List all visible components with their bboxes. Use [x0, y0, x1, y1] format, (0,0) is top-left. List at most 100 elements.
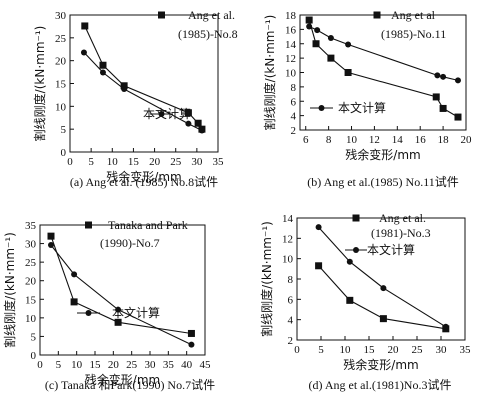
x-tick-label: 0: [67, 156, 73, 168]
y-tick-label: 15: [25, 294, 37, 306]
y-tick-label: 25: [55, 33, 67, 45]
data-point: [71, 271, 78, 278]
data-point: [314, 27, 321, 34]
x-tick-label: 35: [460, 344, 472, 356]
legend-marker-square: [85, 221, 92, 229]
data-point: [188, 341, 195, 348]
data-point: [47, 232, 55, 240]
chart-caption: (d) Ang et al.(1981)No.3试件: [309, 377, 452, 392]
data-point: [115, 306, 122, 313]
legend-text: (1985)-No.8: [178, 27, 238, 41]
y-tick-label: 10: [55, 101, 67, 113]
data-point: [440, 73, 447, 80]
x-tick-label: 30: [145, 359, 157, 371]
legend-text: 本文计算: [367, 242, 415, 257]
x-tick-label: 20: [388, 344, 400, 356]
y-tick-label: 0: [31, 350, 37, 362]
legend-text: Tanaka and Park: [108, 218, 188, 232]
x-axis-label: 残余变形/mm: [85, 372, 160, 387]
data-point: [346, 296, 354, 304]
data-point: [198, 127, 205, 134]
x-tick-label: 20: [108, 359, 120, 371]
x-tick-label: 8: [326, 134, 332, 146]
data-point: [312, 40, 320, 48]
x-tick-label: 25: [126, 359, 138, 371]
data-point: [344, 69, 352, 76]
y-tick-label: 2: [288, 335, 294, 347]
y-axis-label: 割线刚度/(kN·mm⁻¹): [262, 15, 277, 131]
x-tick-label: 20: [461, 134, 473, 146]
y-tick-label: 30: [55, 10, 67, 22]
data-point: [81, 22, 89, 30]
chart-caption: (a) Ang et al. (1985) No.8试件: [70, 174, 218, 189]
chart-3: 0 5 10 15 20 25 30 35 40 4505101520253035残余变形/mm割…: [2, 218, 215, 392]
x-tick-label: 15: [128, 156, 140, 168]
y-tick-label: 10: [25, 313, 37, 325]
x-tick-label: 10: [346, 134, 358, 146]
y-tick-label: 14: [282, 213, 294, 225]
x-tick-label: 10: [340, 344, 352, 356]
x-tick-label: 5: [318, 344, 324, 356]
x-tick-label: 5: [88, 156, 94, 168]
legend-marker-circle: [85, 310, 92, 316]
legend-marker-square: [158, 11, 165, 19]
data-point: [315, 224, 322, 231]
y-tick-label: 25: [25, 257, 37, 269]
x-tick-label: 25: [170, 156, 182, 168]
x-tick-label: 25: [412, 344, 424, 356]
x-tick-label: 0: [37, 359, 43, 371]
x-tick-label: 40: [181, 359, 193, 371]
y-tick-label: 10: [285, 68, 297, 80]
x-tick-label: 5: [56, 359, 62, 371]
legend-text: Ang et al.: [188, 8, 235, 22]
data-point: [454, 113, 462, 121]
x-tick-label: 6: [303, 134, 309, 146]
y-tick-label: 6: [291, 96, 297, 108]
x-tick-label: 15: [90, 359, 102, 371]
data-point: [454, 77, 461, 84]
legend-text: 本文计算: [338, 100, 386, 115]
series-line-1: [318, 265, 446, 330]
y-tick-label: 8: [291, 82, 297, 94]
y-tick-label: 0: [61, 147, 67, 159]
x-tick-label: 35: [163, 359, 175, 371]
y-axis-label: 割线刚度/(kN·mm⁻¹): [2, 232, 17, 348]
data-point: [315, 262, 323, 270]
data-point: [306, 23, 313, 30]
legend-text: Ang et al: [391, 8, 436, 22]
x-tick-label: 0: [294, 344, 300, 356]
x-tick-label: 10: [107, 156, 119, 168]
y-tick-label: 18: [285, 10, 297, 22]
chart-2: 6 8 10 12 14 16 18 2024681012141618残余变形/mm割线刚度/…: [262, 8, 472, 189]
y-tick-label: 2: [291, 125, 297, 137]
legend-text: 本文计算: [112, 305, 160, 320]
x-axis-label: 残余变形/mm: [343, 357, 418, 372]
x-tick-label: 15: [364, 344, 376, 356]
legend-text: (1981)-No.3: [371, 226, 431, 240]
data-point: [99, 61, 107, 69]
chart-caption: (c) Tanaka 和Park(1990) No.7试件: [45, 377, 215, 392]
y-tick-label: 12: [285, 53, 296, 65]
legend-marker-circle: [318, 105, 325, 111]
x-tick-label: 10: [71, 359, 83, 371]
data-point: [327, 35, 334, 41]
legend-marker-square: [352, 214, 360, 222]
x-tick-label: 18: [438, 134, 450, 146]
x-tick-label: 35: [213, 156, 225, 168]
data-point: [442, 323, 449, 330]
y-tick-label: 35: [25, 220, 37, 232]
y-tick-label: 10: [282, 254, 294, 266]
data-point: [380, 285, 387, 292]
y-tick-label: 8: [288, 274, 294, 286]
legend-marker-circle: [158, 111, 165, 117]
data-point: [432, 93, 440, 101]
series-line-2: [318, 226, 447, 328]
y-tick-label: 6: [288, 294, 294, 306]
y-tick-label: 15: [55, 79, 67, 91]
legend-marker-circle: [353, 247, 359, 253]
legend-text: 本文计算: [143, 106, 191, 121]
legend-text: Ang et al.: [379, 211, 426, 225]
data-point: [185, 120, 192, 127]
y-tick-label: 14: [285, 39, 297, 51]
